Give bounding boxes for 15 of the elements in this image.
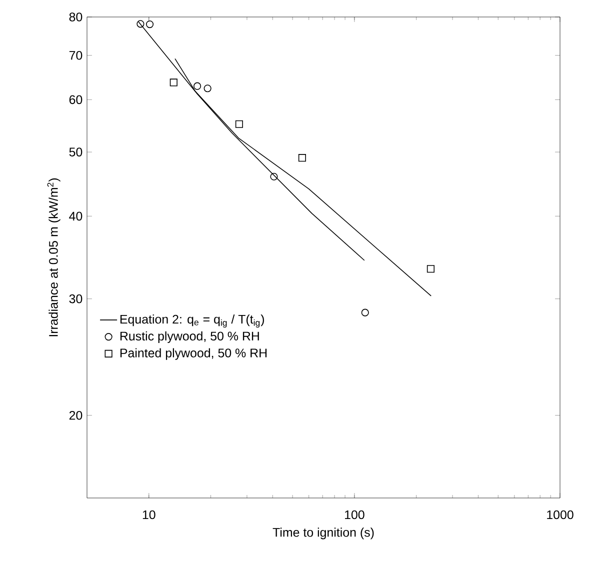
legend-label: Rustic plywood, 50 % RH	[120, 331, 259, 343]
y-tick-label: 50	[69, 148, 82, 156]
x-tick-label: 10	[142, 510, 156, 520]
legend-label: Equation 2: q$_{e}$ = q$_{ig}$ / T(t$_{ig}$)	[120, 314, 264, 328]
legend-label: Painted plywood, 50 % RH	[120, 348, 267, 360]
x-tick-label: 100	[345, 510, 364, 520]
y-tick-label: 60	[69, 95, 82, 104]
y-tick-label: 30	[69, 294, 82, 304]
y-tick-label: 80	[69, 12, 82, 22]
y-tick-label: 20	[69, 410, 82, 420]
x-tick-label: 1000	[547, 510, 574, 520]
y-tick-label: 40	[69, 212, 82, 221]
y-tick-label: 70	[69, 50, 82, 60]
x-axis-title: Time to ignition (s)	[272, 528, 374, 540]
y-axis-title: Irradiance at 0.05 m (kW/m$^{2}$)	[47, 178, 60, 336]
